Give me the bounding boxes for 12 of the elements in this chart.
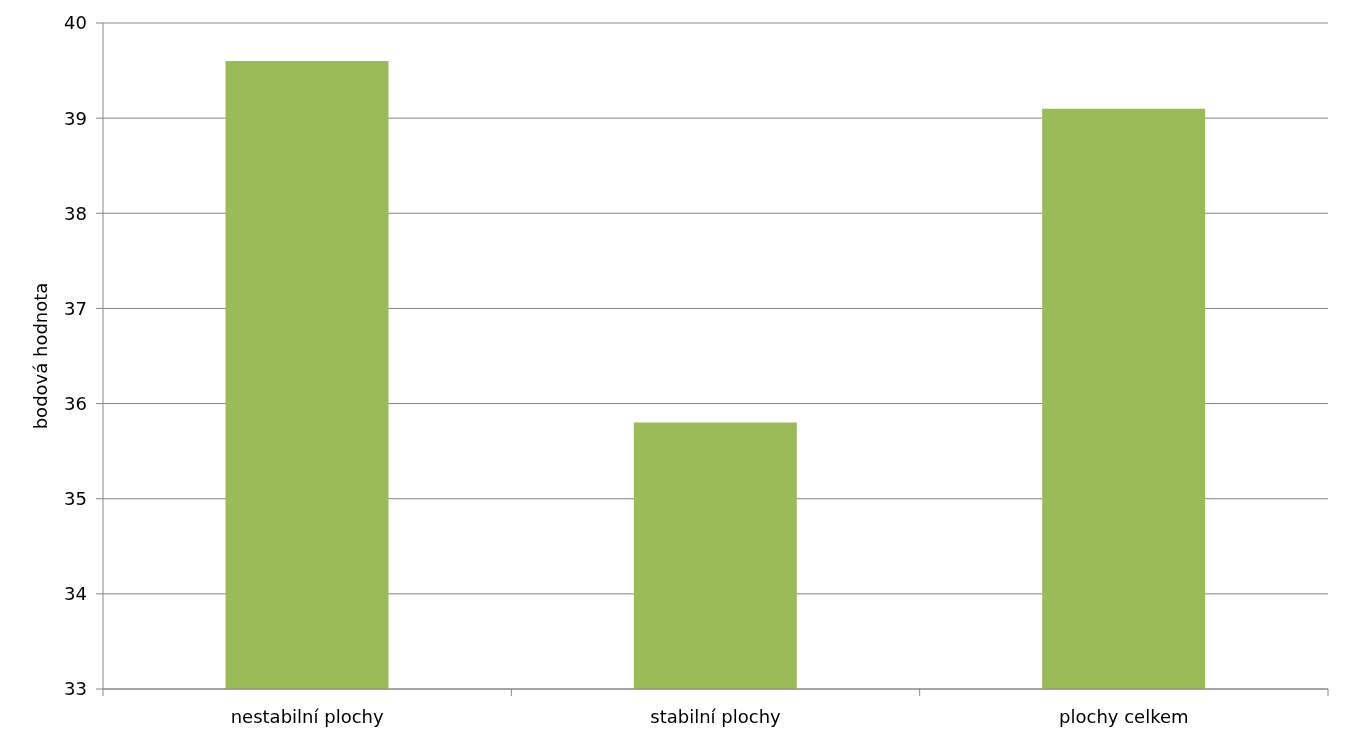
y-tick-label: 39 [64, 107, 87, 129]
y-tick-label: 38 [64, 202, 87, 224]
x-tick-label: stabilní plochy [650, 706, 782, 727]
x-tick-label: nestabilní plochy [230, 706, 384, 727]
x-tick-label: plochy celkem [1059, 706, 1189, 727]
y-tick-label: 35 [64, 488, 87, 510]
y-tick-label: 37 [64, 297, 87, 319]
y-tick-label: 36 [64, 392, 87, 414]
y-tick-label: 34 [64, 583, 87, 605]
y-axis-title: bodová hodnota [29, 282, 51, 430]
y-tick-label: 33 [64, 678, 87, 700]
y-tick-label: 40 [64, 12, 87, 34]
